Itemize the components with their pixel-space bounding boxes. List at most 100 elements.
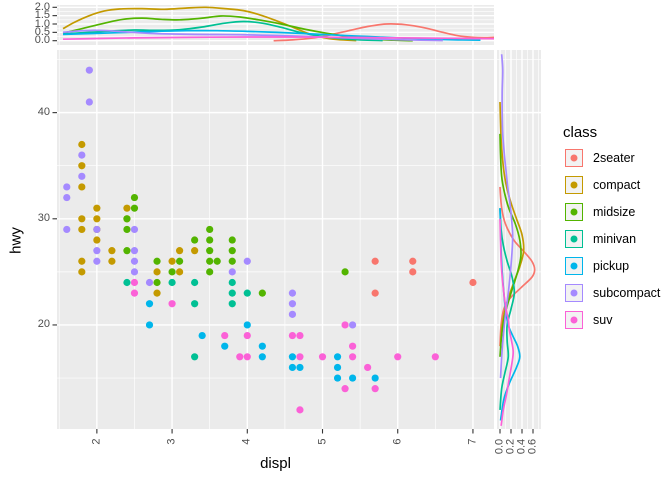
data-point-midsize bbox=[258, 289, 266, 297]
data-point-compact bbox=[78, 268, 86, 276]
data-point-subcompact bbox=[130, 225, 139, 234]
data-point-midsize bbox=[228, 257, 236, 265]
data-point-compact bbox=[168, 257, 176, 265]
data-point-minivan bbox=[191, 353, 199, 361]
legend-item-label: subcompact bbox=[593, 286, 661, 300]
data-point-midsize bbox=[168, 268, 176, 276]
legend-key-point-icon bbox=[570, 154, 578, 162]
data-point-suv bbox=[296, 331, 304, 340]
data-point-midsize bbox=[176, 257, 184, 265]
data-point-suv bbox=[341, 385, 349, 393]
data-point-pickup bbox=[333, 353, 342, 361]
data-point-suv bbox=[168, 300, 176, 308]
data-point-subcompact bbox=[348, 321, 357, 329]
data-point-subcompact bbox=[130, 257, 139, 265]
data-point-suv bbox=[318, 353, 327, 361]
data-point-subcompact bbox=[63, 225, 71, 234]
top-density-tick-label: 0.5 bbox=[34, 25, 50, 38]
legend-item: midsize bbox=[565, 203, 635, 222]
data-point-suv bbox=[341, 321, 349, 329]
legend-key-swatch bbox=[565, 149, 583, 167]
data-point-minivan bbox=[243, 289, 251, 297]
data-point-subcompact bbox=[63, 183, 71, 191]
data-point-subcompact bbox=[288, 310, 297, 318]
legend-item-label: compact bbox=[593, 178, 641, 192]
legend-item: minivan bbox=[565, 230, 636, 249]
data-point-2seater bbox=[409, 257, 417, 265]
data-point-midsize bbox=[341, 268, 349, 276]
legend: class 2seater compact midsize minivan pi… bbox=[563, 124, 660, 338]
data-point-subcompact bbox=[228, 268, 236, 276]
data-point-minivan bbox=[123, 278, 131, 287]
data-point-minivan bbox=[228, 278, 236, 287]
y-tick-label: 30 bbox=[37, 212, 50, 225]
data-point-pickup bbox=[145, 300, 154, 308]
data-point-midsize bbox=[153, 278, 161, 287]
y-tick-label: 20 bbox=[37, 318, 50, 331]
data-point-suv bbox=[348, 342, 357, 350]
data-point-midsize bbox=[130, 193, 139, 202]
legend-item: 2seater bbox=[565, 149, 635, 168]
data-point-minivan bbox=[191, 278, 199, 287]
legend-key-swatch bbox=[565, 284, 583, 302]
legend-key-point-icon bbox=[570, 208, 578, 216]
legend-key-point-icon bbox=[570, 181, 578, 189]
data-point-midsize bbox=[213, 257, 221, 265]
data-point-suv bbox=[371, 385, 379, 393]
legend-key-point-icon bbox=[570, 289, 578, 297]
data-point-subcompact bbox=[93, 247, 101, 255]
data-point-subcompact bbox=[78, 151, 86, 159]
data-point-pickup bbox=[348, 374, 357, 382]
data-point-compact bbox=[191, 247, 199, 255]
data-point-suv bbox=[288, 331, 297, 340]
data-point-pickup bbox=[333, 363, 342, 372]
data-point-pickup bbox=[296, 363, 304, 372]
x-tick-label: 3 bbox=[165, 438, 178, 445]
data-point-compact bbox=[78, 215, 86, 223]
data-point-suv bbox=[243, 331, 251, 340]
data-point-suv bbox=[221, 331, 229, 340]
data-point-midsize bbox=[206, 225, 214, 234]
data-point-midsize bbox=[228, 236, 236, 244]
right-density-curve-minivan bbox=[499, 208, 516, 410]
data-point-suv bbox=[348, 353, 357, 361]
data-point-suv bbox=[296, 353, 304, 361]
data-point-subcompact bbox=[288, 300, 297, 308]
data-point-pickup bbox=[145, 321, 154, 329]
data-point-minivan bbox=[191, 300, 199, 308]
data-point-pickup bbox=[288, 363, 297, 372]
x-tick-label: 6 bbox=[391, 438, 404, 445]
right-density-curve-subcompact bbox=[499, 54, 514, 379]
data-point-pickup bbox=[288, 353, 297, 361]
y-tick-label: 40 bbox=[37, 106, 50, 119]
x-tick-label: 2 bbox=[90, 438, 103, 445]
data-point-compact bbox=[176, 268, 184, 276]
data-point-subcompact bbox=[130, 268, 139, 276]
data-point-pickup bbox=[258, 342, 266, 350]
data-point-compact bbox=[78, 140, 86, 149]
legend-key-swatch bbox=[565, 203, 583, 221]
legend-item-label: pickup bbox=[593, 259, 630, 273]
data-point-compact bbox=[78, 183, 86, 191]
legend-key-swatch bbox=[565, 311, 583, 329]
legend-item: suv bbox=[565, 311, 612, 330]
legend-item-label: suv bbox=[593, 313, 613, 327]
data-point-subcompact bbox=[93, 257, 101, 265]
data-point-compact bbox=[108, 257, 116, 265]
data-point-midsize bbox=[153, 257, 161, 265]
top-density-tick-label: 0.0 bbox=[34, 34, 50, 47]
data-point-suv bbox=[243, 353, 251, 361]
data-point-midsize bbox=[206, 268, 214, 276]
data-point-suv bbox=[130, 289, 139, 297]
right-density-tick-label: 0.6 bbox=[526, 438, 539, 455]
legend-key-point-icon bbox=[570, 235, 578, 243]
legend-title: class bbox=[563, 124, 598, 141]
legend-key-swatch bbox=[565, 176, 583, 194]
y-axis-title: hwy bbox=[7, 227, 25, 254]
data-point-subcompact bbox=[78, 172, 86, 180]
data-point-pickup bbox=[221, 342, 229, 350]
data-point-2seater bbox=[371, 289, 379, 297]
data-point-subcompact bbox=[243, 257, 251, 265]
data-point-suv bbox=[130, 278, 139, 287]
data-point-compact bbox=[176, 247, 184, 255]
